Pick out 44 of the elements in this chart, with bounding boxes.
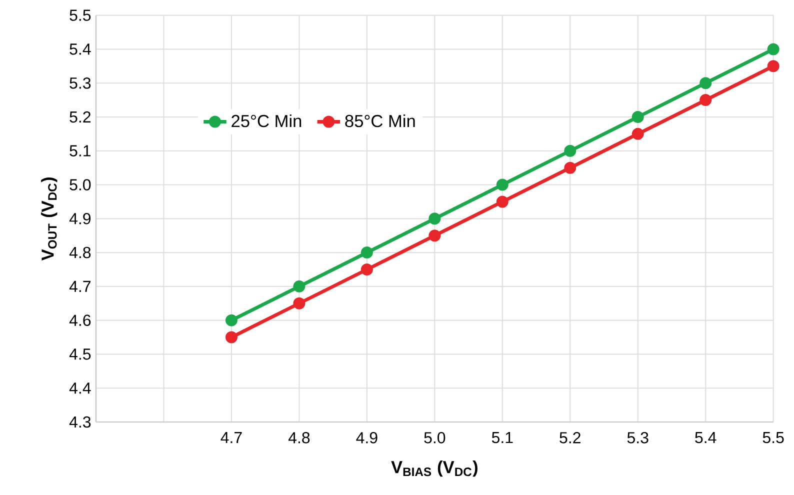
y-tick-label: 5.3 — [70, 77, 91, 89]
x-tick-label: 5.2 — [560, 432, 580, 444]
text: V$_{BIAS}$ (V$_{DC}$) — [391, 460, 478, 477]
point — [428, 230, 441, 242]
point — [496, 196, 508, 208]
point — [428, 212, 441, 225]
point — [632, 128, 644, 140]
x-tick-label: 5.3 — [627, 432, 648, 444]
text: V$_{OUT}$ (V$_{DC}$) — [41, 178, 58, 261]
y-tick-label: 5.0 — [70, 179, 91, 190]
y-tick-label: 5.5 — [70, 10, 91, 21]
legend-label: 25°C Min — [232, 114, 302, 128]
x-tick-label: 4.7 — [220, 432, 242, 444]
y-tick-label: 4.7 — [69, 280, 90, 292]
x-tick-label: 5.5 — [762, 432, 784, 444]
x-tick-label: 4.9 — [356, 432, 378, 444]
y-tick-label: 4.8 — [69, 246, 91, 258]
y-tick-label: 5.1 — [70, 145, 91, 156]
x-tick-label: 5.4 — [695, 432, 716, 444]
y-tick-label: 4.5 — [69, 348, 91, 360]
point — [360, 246, 373, 259]
point — [700, 77, 712, 90]
x-tick-label: 4.8 — [288, 432, 310, 444]
point — [293, 280, 306, 292]
y-tick-label: 4.3 — [69, 416, 91, 428]
point — [767, 60, 780, 72]
x-tick-label: 5.1 — [492, 432, 513, 444]
point — [225, 314, 238, 326]
point — [496, 178, 508, 191]
point — [360, 263, 373, 276]
legend-label: 85°C Min — [345, 114, 415, 128]
point — [293, 297, 306, 310]
point — [225, 331, 238, 344]
y-tick-label: 5.4 — [70, 44, 91, 55]
y-tick-label: 5.2 — [70, 111, 90, 123]
point — [632, 110, 644, 123]
point — [767, 43, 780, 56]
y-tick-label: 4.9 — [69, 212, 91, 224]
point — [564, 144, 576, 157]
x-tick-label: 5.0 — [424, 432, 446, 444]
point — [564, 162, 576, 174]
y-tick-label: 4.4 — [69, 382, 91, 394]
point — [700, 94, 712, 106]
y-tick-label: 4.6 — [69, 314, 91, 326]
